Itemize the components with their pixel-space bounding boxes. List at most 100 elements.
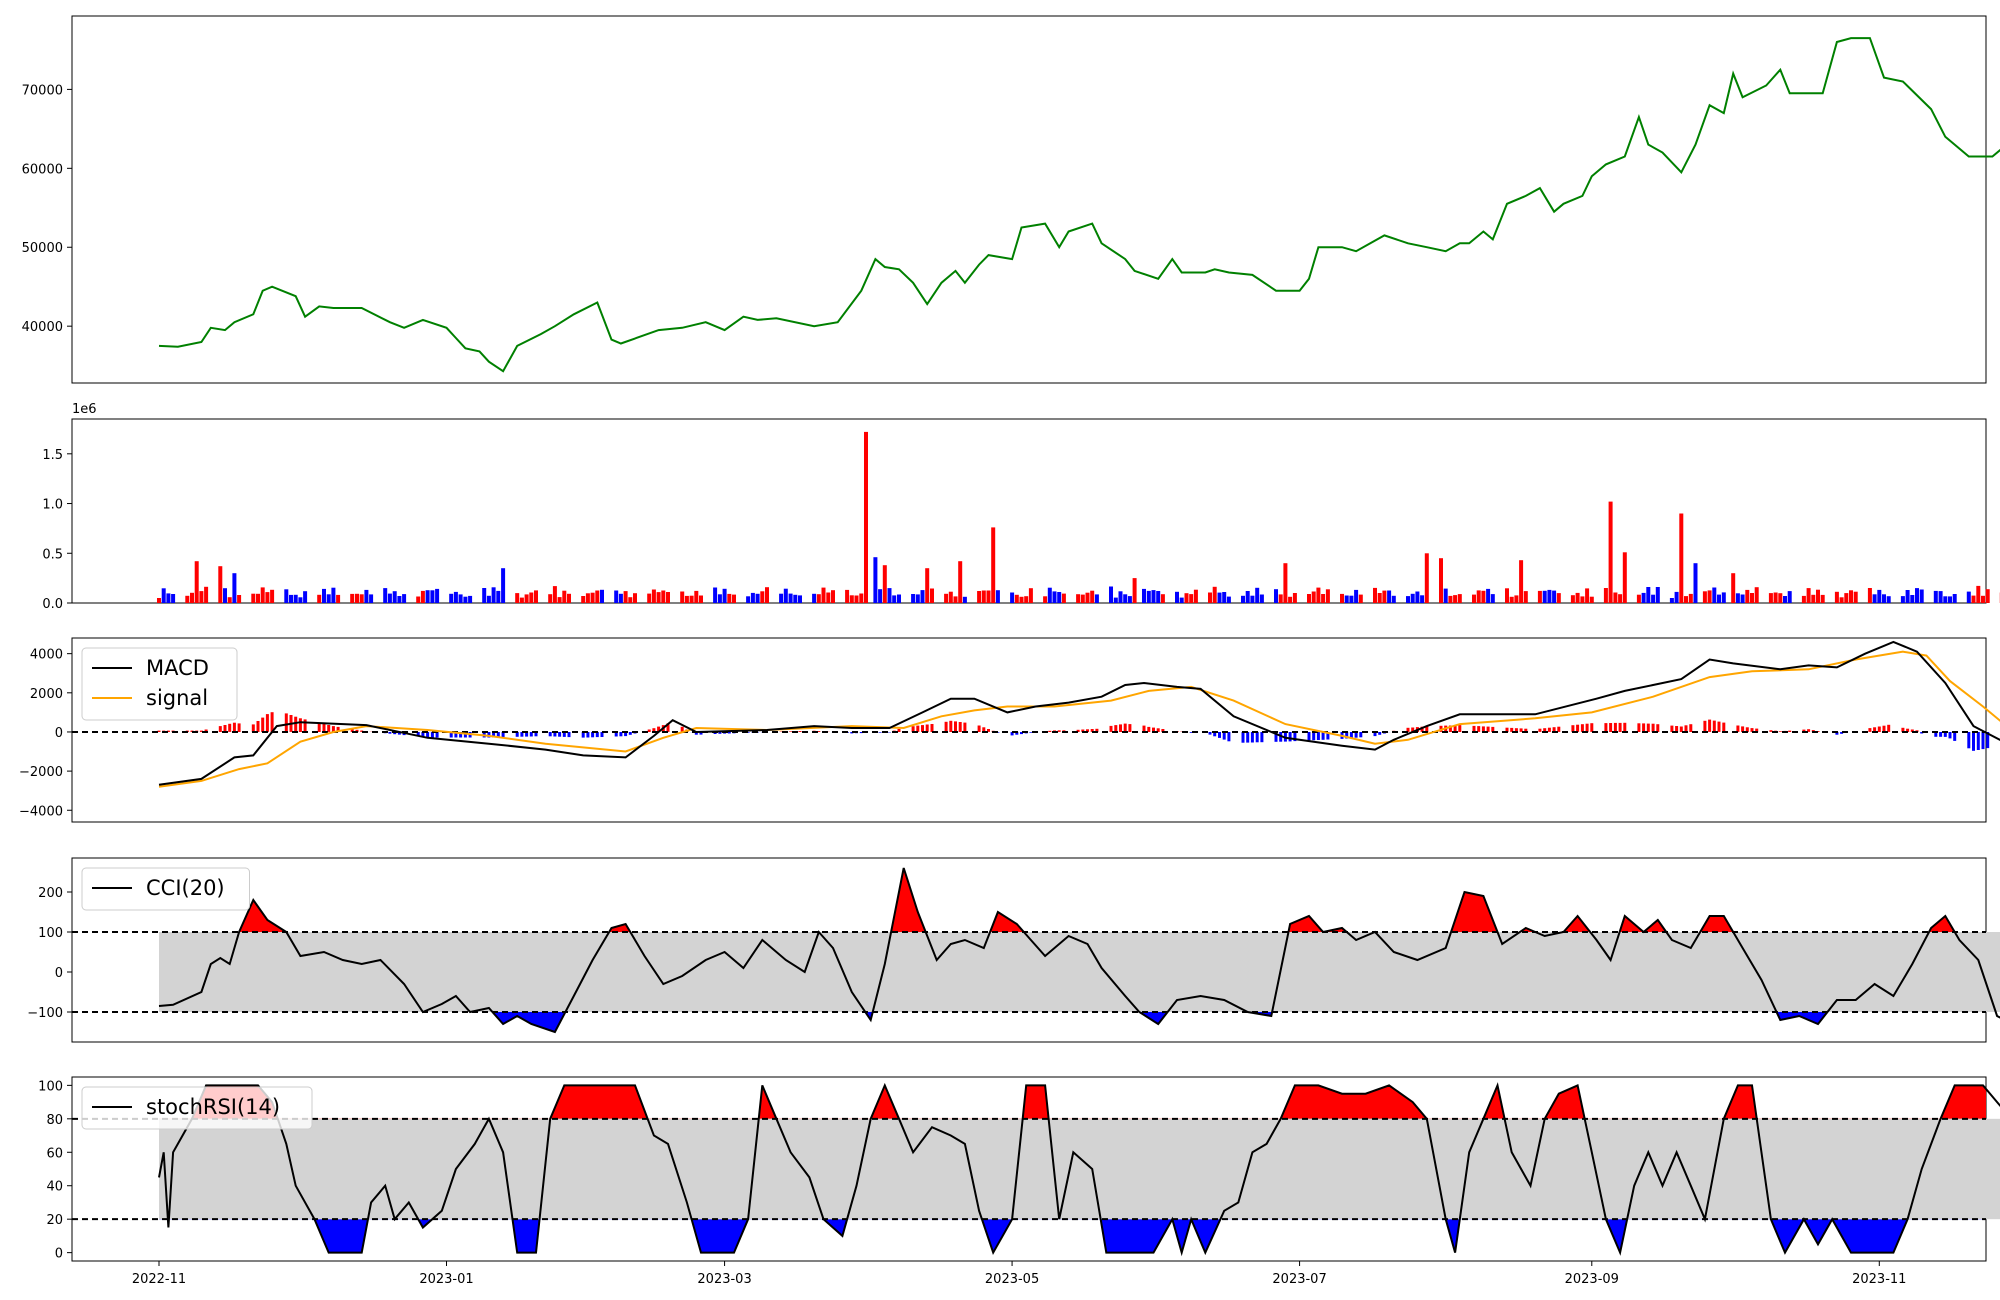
volume-bar: [1245, 591, 1250, 603]
volume-bar: [1519, 560, 1524, 603]
volume-bar: [661, 590, 666, 603]
legend-label: CCI(20): [146, 876, 225, 900]
volume-bar: [897, 594, 901, 603]
macd-histogram-bar: [1189, 732, 1193, 733]
x-tick-label: 2023-09: [1565, 1272, 1619, 1287]
macd-histogram-bar: [789, 731, 793, 732]
macd-histogram-bar: [718, 732, 722, 734]
macd-histogram-bar: [1689, 724, 1693, 732]
volume-bar: [1735, 593, 1740, 603]
volume-bar: [779, 593, 784, 603]
volume-bar: [1872, 594, 1877, 603]
macd-histogram-bar: [859, 732, 863, 734]
macd-histogram-bar: [1976, 732, 1980, 750]
macd-histogram-bar: [199, 730, 203, 732]
volume-bar: [453, 591, 458, 603]
volume-bar: [666, 592, 670, 603]
macd-histogram-bar: [534, 732, 538, 737]
macd-histogram-bar: [1868, 728, 1872, 732]
volume-bar: [788, 593, 793, 603]
macd-histogram-bar: [921, 725, 924, 732]
volume-bar: [491, 587, 496, 603]
volume-bar: [878, 589, 883, 603]
volume-bar: [194, 561, 199, 603]
macd-histogram-bar: [261, 717, 265, 732]
volume-bar: [1377, 593, 1382, 603]
macd-histogram-bar: [1906, 728, 1910, 732]
macd-histogram-bar: [1618, 722, 1622, 732]
macd-histogram-bar: [1882, 725, 1886, 732]
volume-bar: [359, 594, 364, 603]
macd-histogram-bar: [1656, 724, 1660, 732]
x-tick-label: 2023-05: [985, 1272, 1039, 1287]
volume-bar: [331, 587, 336, 603]
macd-histogram-bar: [1514, 728, 1518, 732]
volume-bar: [1142, 588, 1146, 603]
volume-bar: [1820, 594, 1825, 603]
volume-bar: [548, 594, 553, 603]
macd-histogram-bar: [223, 725, 227, 732]
macd-histogram-bar: [1246, 732, 1250, 743]
volume-bar: [496, 590, 501, 603]
macd-histogram-bar: [1307, 732, 1311, 741]
macd-histogram-bar: [1086, 729, 1089, 732]
volume-bar: [581, 596, 586, 603]
volume-bar: [948, 591, 953, 603]
volume-bar: [1316, 587, 1321, 603]
y-tick-label: −2000: [19, 765, 63, 780]
y-tick-label: 2000: [30, 687, 63, 702]
volume-bar: [750, 592, 755, 603]
macd-histogram-bar: [1722, 722, 1726, 732]
price-line: [158, 37, 2000, 373]
macd-histogram-bar: [449, 732, 453, 738]
volume-bar: [1778, 593, 1783, 603]
volume-bar: [760, 591, 765, 603]
macd-histogram-bar: [1411, 727, 1415, 732]
volume-bar: [515, 593, 520, 603]
macd-histogram-bar: [1646, 723, 1650, 732]
macd-histogram-bar: [1213, 732, 1217, 737]
volume-bar: [812, 593, 817, 603]
volume-bar: [1580, 596, 1585, 603]
macd-histogram-bar: [1142, 725, 1146, 732]
y-tick-label: 100: [38, 1079, 63, 1094]
volume-bar: [713, 587, 718, 603]
stochrsi-line: [158, 1082, 2000, 1257]
volume-bar: [157, 598, 161, 603]
volume-bar: [1010, 592, 1015, 603]
macd-histogram-bar: [1934, 732, 1938, 737]
macd-histogram-bar: [1378, 732, 1382, 735]
volume-bar: [1603, 588, 1608, 603]
volume-bar: [1971, 595, 1976, 603]
volume-bar: [1900, 596, 1905, 603]
volume-bar: [1910, 595, 1915, 603]
macd-histogram-bar: [548, 732, 552, 737]
macd-histogram-bar: [628, 732, 632, 735]
volume-bar: [1160, 594, 1165, 603]
volume-bar: [1292, 593, 1297, 603]
volume-bar: [892, 595, 897, 603]
macd-histogram-bar: [1076, 729, 1080, 732]
macd-histogram-bar: [1552, 727, 1556, 732]
volume-bar: [1415, 591, 1420, 603]
volume-bar: [425, 590, 430, 603]
macd-histogram-bar: [1095, 728, 1099, 732]
volume-bar: [265, 592, 270, 603]
macd-histogram-bar: [525, 732, 529, 737]
macd-histogram-bar: [1345, 732, 1349, 739]
volume-bar: [1486, 588, 1491, 603]
macd-histogram-bar: [426, 732, 430, 738]
volume-bar: [1966, 591, 1971, 603]
volume-bar: [1080, 594, 1085, 603]
volume-bar: [1278, 594, 1283, 603]
macd-histogram-bar: [581, 732, 585, 738]
macd-histogram-bar: [1227, 732, 1231, 742]
cci-panel: −100 0 100 200 CCI(20): [27, 857, 2000, 1043]
macd-histogram-bar: [1877, 726, 1881, 732]
volume-bar: [1693, 563, 1698, 603]
macd-histogram-bar: [1048, 730, 1052, 732]
volume-bar: [1552, 590, 1557, 603]
macd-histogram-bar: [727, 732, 731, 734]
macd-histogram-bar: [1642, 723, 1646, 732]
macd-histogram-bar: [1109, 725, 1113, 732]
